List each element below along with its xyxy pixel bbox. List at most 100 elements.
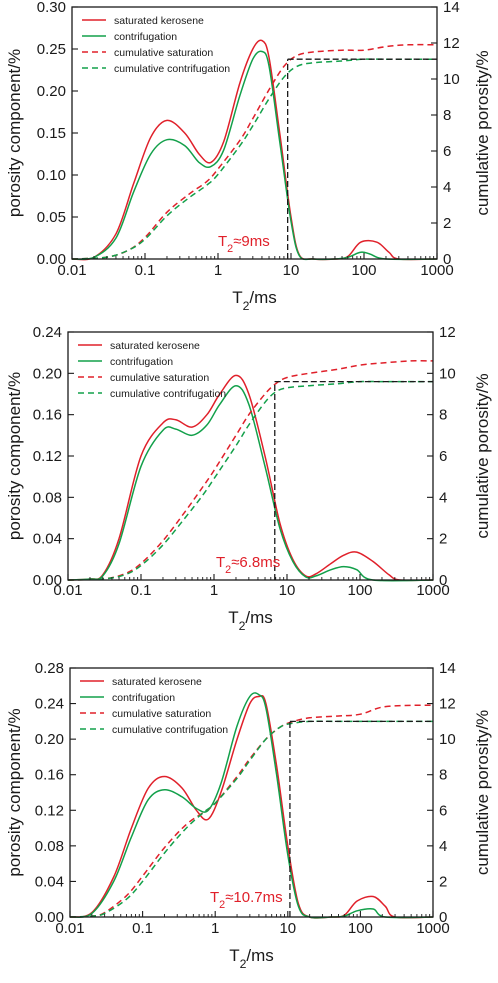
y-left-tick-label: 0.00 [37, 251, 66, 268]
series-line-saturated-kerosene [71, 39, 438, 261]
y-right-axis-title: cumulative porosity/% [473, 710, 492, 875]
x-tick-label: 0.01 [53, 582, 82, 599]
x-tick-label: 1000 [416, 582, 449, 599]
y-left-axis-title: porosity component/% [5, 372, 24, 540]
y-right-tick-label: 10 [439, 365, 456, 382]
legend-label: saturated kerosene [110, 340, 200, 352]
x-tick-label: 0.01 [55, 920, 84, 937]
y-left-tick-label: 0.08 [33, 489, 62, 506]
x-tick-label: 0.1 [131, 582, 152, 599]
series-line-cumulative-saturation [67, 360, 434, 581]
y-right-tick-label: 4 [439, 489, 447, 506]
series-line-contrifugation [67, 384, 434, 582]
y-left-tick-label: 0.04 [35, 873, 64, 890]
y-right-tick-label: 0 [439, 909, 447, 926]
y-left-tick-label: 0.00 [33, 572, 62, 589]
y-right-axis-title: cumulative porosity/% [473, 373, 492, 538]
y-right-tick-label: 14 [439, 660, 456, 677]
y-right-tick-label: 10 [443, 71, 460, 88]
y-right-tick-label: 12 [439, 324, 456, 341]
series-line-cumulative-saturation [71, 43, 438, 260]
y-right-tick-label: 2 [439, 873, 447, 890]
legend-label: cumulative saturation [114, 47, 213, 59]
plot-frame [69, 667, 434, 918]
y-left-tick-label: 0.25 [37, 41, 66, 58]
y-right-tick-label: 12 [443, 35, 460, 52]
y-left-tick-label: 0.05 [37, 209, 66, 226]
y-right-tick-label: 8 [439, 767, 447, 784]
series-line-saturated-kerosene [67, 374, 434, 582]
legend-label: cumulative contrifugation [114, 63, 230, 75]
series-line-cumulative-contrifugation [69, 720, 433, 918]
y-right-tick-label: 2 [443, 215, 451, 232]
x-tick-label: 10 [279, 920, 296, 937]
x-tick-label: 10 [283, 262, 300, 279]
chart-panel-3: 0.01 0.1 1 10 100 10000.000.040.080.120.160.2… [5, 660, 492, 971]
series-line-cumulative-saturation [69, 704, 434, 918]
y-left-tick-label: 0.24 [35, 696, 64, 713]
y-left-tick-label: 0.16 [35, 767, 64, 784]
chart-panel-1: 0.01 0.1 1 10 100 10000.000.050.100.150.200.2… [5, 0, 492, 313]
y-left-tick-label: 0.24 [33, 324, 62, 341]
x-tick-label: 1 [211, 920, 219, 937]
chart-panel-2: 0.01 0.1 1 10 100 10000.000.040.080.120.160.2… [5, 324, 492, 633]
series-line-cumulative-contrifugation [71, 58, 437, 260]
y-left-tick-label: 0.20 [35, 731, 64, 748]
y-left-tick-label: 0.20 [33, 365, 62, 382]
y-left-tick-label: 0.00 [35, 909, 64, 926]
legend-label: cumulative saturation [112, 708, 211, 720]
y-right-tick-label: 2 [439, 531, 447, 548]
y-right-tick-label: 6 [439, 448, 447, 465]
legend-label: cumulative contrifugation [112, 724, 228, 736]
x-tick-label: 100 [351, 262, 376, 279]
x-tick-label: 1000 [416, 920, 449, 937]
legend-label: contrifugation [114, 31, 177, 43]
y-right-tick-label: 4 [439, 838, 447, 855]
t2-cutoff-annotation: T2≈9ms [218, 233, 270, 255]
y-left-tick-label: 0.16 [33, 407, 62, 424]
x-tick-label: 1000 [420, 262, 453, 279]
y-left-tick-label: 0.30 [37, 0, 66, 16]
y-right-tick-label: 10 [439, 731, 456, 748]
y-left-tick-label: 0.10 [37, 167, 66, 184]
t2-cutoff-annotation: T2≈10.7ms [210, 889, 283, 911]
y-right-tick-label: 0 [439, 572, 447, 589]
y-left-tick-label: 0.08 [35, 838, 64, 855]
legend-label: contrifugation [112, 692, 175, 704]
y-left-axis-title: porosity component/% [5, 49, 24, 217]
x-tick-label: 1 [214, 262, 222, 279]
x-axis-title: T2/ms [228, 608, 273, 633]
legend-label: cumulative saturation [110, 372, 209, 384]
y-right-tick-label: 4 [443, 179, 451, 196]
y-left-tick-label: 0.15 [37, 125, 66, 142]
y-right-tick-label: 8 [443, 107, 451, 124]
y-left-tick-label: 0.28 [35, 660, 64, 677]
y-left-tick-label: 0.20 [37, 83, 66, 100]
legend-label: saturated kerosene [114, 15, 204, 27]
legend-label: saturated kerosene [112, 676, 202, 688]
series-line-saturated-kerosene [69, 694, 434, 919]
x-tick-label: 0.1 [132, 920, 153, 937]
x-tick-label: 1 [210, 582, 218, 599]
x-tick-label: 0.1 [135, 262, 156, 279]
x-axis-title: T2/ms [229, 946, 274, 971]
y-right-tick-label: 14 [443, 0, 460, 16]
y-left-axis-title: porosity component/% [5, 708, 24, 876]
y-right-tick-label: 6 [439, 802, 447, 819]
y-right-tick-label: 12 [439, 696, 456, 713]
y-left-tick-label: 0.12 [35, 802, 64, 819]
y-right-tick-label: 8 [439, 407, 447, 424]
t2-cutoff-annotation: T2≈6.8ms [216, 554, 280, 576]
series-line-contrifugation [69, 692, 434, 919]
legend-label: cumulative contrifugation [110, 388, 226, 400]
series-line-contrifugation [71, 50, 438, 261]
x-axis-title: T2/ms [232, 288, 277, 313]
x-tick-label: 100 [348, 920, 373, 937]
legend-label: contrifugation [110, 356, 173, 368]
x-tick-label: 0.01 [57, 262, 86, 279]
y-right-tick-label: 0 [443, 251, 451, 268]
x-tick-label: 10 [279, 582, 296, 599]
y-right-tick-label: 6 [443, 143, 451, 160]
x-tick-label: 100 [347, 582, 372, 599]
